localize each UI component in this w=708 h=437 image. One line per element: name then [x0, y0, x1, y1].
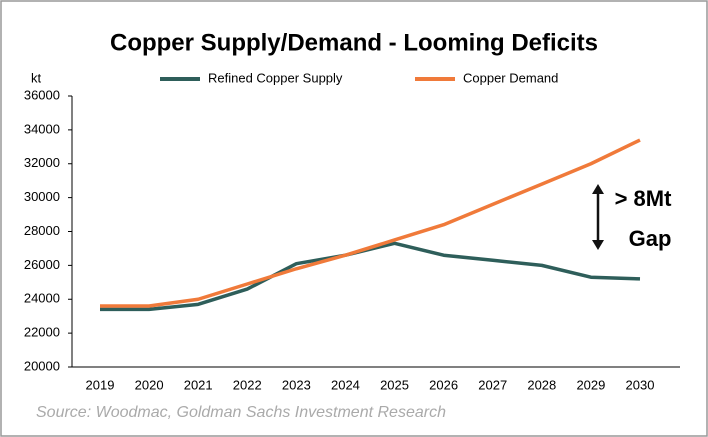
annotation: Gap — [629, 226, 672, 251]
y-tick-label: 32000 — [24, 155, 60, 170]
x-tick-label: 2028 — [527, 377, 556, 392]
y-tick-label: 22000 — [24, 325, 60, 340]
gap-arrow — [592, 184, 604, 250]
y-tick-label: 20000 — [24, 358, 60, 373]
x-tick-label: 2020 — [135, 377, 164, 392]
x-tick-label: 2021 — [184, 377, 213, 392]
legend-label: Copper Demand — [463, 70, 558, 85]
x-tick-label: 2022 — [233, 377, 262, 392]
x-tick-label: 2029 — [576, 377, 605, 392]
x-tick-label: 2026 — [429, 377, 458, 392]
series-line — [100, 138, 641, 308]
y-tick-label: 30000 — [24, 189, 60, 204]
x-tick-label: 2027 — [478, 377, 507, 392]
annotation: > 8Mt — [615, 186, 673, 211]
legend-label: Refined Copper Supply — [208, 70, 343, 85]
x-tick-label: 2024 — [331, 377, 360, 392]
x-tick-label: 2025 — [380, 377, 409, 392]
y-tick-label: 34000 — [24, 121, 60, 136]
x-tick-label: 2023 — [282, 377, 311, 392]
y-axis-label: kt — [31, 70, 42, 85]
y-tick-label: 36000 — [24, 87, 60, 102]
chart-title: Copper Supply/Demand - Looming Deficits — [110, 29, 598, 56]
y-tick-label: 28000 — [24, 223, 60, 238]
x-tick-label: 2019 — [86, 377, 115, 392]
y-tick-label: 26000 — [24, 257, 60, 272]
y-tick-label: 24000 — [24, 291, 60, 306]
source: Source: Woodmac, Goldman Sachs Investmen… — [36, 404, 446, 421]
x-tick-label: 2030 — [626, 377, 655, 392]
